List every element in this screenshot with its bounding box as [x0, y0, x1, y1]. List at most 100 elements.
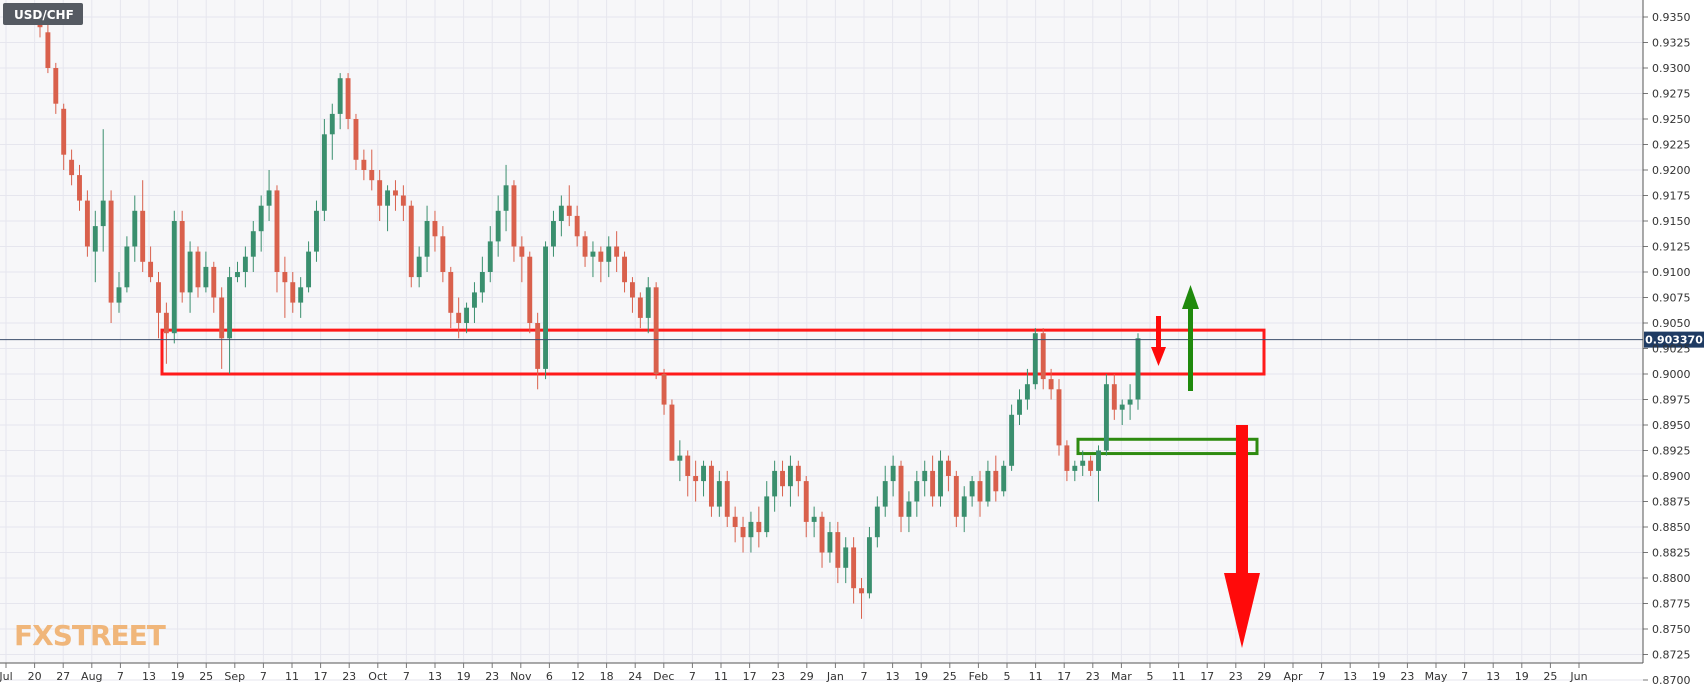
candle-up — [716, 481, 722, 507]
candle-up — [424, 221, 430, 257]
candle-down — [732, 516, 738, 527]
candle-up — [321, 134, 327, 211]
x-tick-label: 13 — [142, 670, 156, 683]
x-tick-label: 20 — [28, 670, 42, 683]
candle-down — [535, 323, 541, 369]
candle-up — [914, 481, 920, 502]
candle-up — [701, 465, 706, 482]
candle-down — [77, 175, 82, 201]
x-tick-label: 7 — [260, 670, 267, 683]
y-tick-label: 0.9025 — [1652, 343, 1691, 356]
x-tick-label: 7 — [861, 670, 868, 683]
candle-up — [543, 246, 549, 369]
candle-up — [811, 516, 817, 522]
y-tick-label: 0.8875 — [1652, 496, 1691, 509]
current-price-label: 0.903370 — [1645, 334, 1703, 347]
candle-layer — [37, 6, 1141, 619]
x-tick-label: 17 — [1057, 670, 1071, 683]
x-tick-label: May — [1425, 670, 1448, 683]
x-tick-label: 27 — [56, 670, 70, 683]
y-tick-label: 0.9175 — [1652, 190, 1691, 203]
candle-down — [377, 180, 383, 206]
candle-up — [787, 465, 793, 487]
candle-down — [219, 297, 225, 339]
candle-down — [148, 261, 154, 278]
x-tick-label: 7 — [689, 670, 696, 683]
x-tick-label: 25 — [1543, 670, 1557, 683]
candle-down — [724, 481, 730, 517]
candle-up — [645, 287, 651, 318]
y-tick-label: 0.8925 — [1652, 445, 1691, 458]
candle-up — [132, 210, 138, 247]
small-down-arrow-shaft — [1156, 316, 1161, 349]
symbol-badge-label: USD/CHF — [14, 8, 74, 22]
x-tick-label: Jun — [1569, 670, 1587, 683]
large-down-arrow-head — [1224, 573, 1260, 648]
candle-up — [764, 496, 770, 533]
candle-down — [693, 476, 699, 482]
symbol-badge[interactable]: USD/CHF — [3, 3, 83, 25]
candle-down — [756, 521, 762, 533]
candle-up — [922, 470, 928, 482]
candle-up — [495, 210, 501, 242]
x-tick-label: 7 — [1318, 670, 1325, 683]
x-tick-label: 19 — [1372, 670, 1386, 683]
candle-down — [629, 282, 635, 298]
y-axis: 0.9350 0.9325 0.9300 0.9275 0.9250 0.9225 0.92… — [1642, 0, 1691, 687]
candle-up — [385, 190, 391, 206]
candle-up — [1135, 338, 1141, 400]
y-tick-label: 0.8725 — [1652, 649, 1691, 662]
candle-down — [669, 404, 675, 461]
up-arrow-shaft — [1188, 307, 1193, 391]
candle-down — [851, 547, 857, 589]
candle-up — [772, 470, 778, 497]
candle-down — [819, 516, 825, 553]
x-tick-label: 11 — [1172, 670, 1186, 683]
y-tick-label: 0.9050 — [1652, 317, 1691, 330]
x-tick-label: 7 — [1461, 670, 1468, 683]
candle-down — [622, 256, 627, 283]
x-tick-label: 29 — [1257, 670, 1271, 683]
candle-up — [1096, 450, 1101, 471]
candle-down — [566, 205, 572, 216]
y-tick-label: 0.8950 — [1652, 419, 1691, 432]
candle-up — [503, 185, 509, 211]
candle-down — [740, 527, 746, 538]
x-tick-label: 19 — [914, 670, 928, 683]
candle-up — [1127, 399, 1133, 405]
candle-down — [440, 236, 446, 272]
candle-up — [890, 465, 896, 482]
y-tick-label: 0.9350 — [1652, 11, 1691, 24]
x-tick-label: 5 — [1147, 670, 1154, 683]
candle-down — [274, 190, 280, 272]
candle-up — [843, 547, 849, 568]
y-tick-label: 0.9225 — [1652, 139, 1691, 152]
x-tick-label: 18 — [600, 670, 614, 683]
candle-up — [298, 287, 304, 303]
candle-down — [1064, 445, 1070, 471]
up-arrow-head — [1182, 285, 1199, 309]
candle-up — [266, 190, 272, 206]
candle-up — [874, 506, 880, 538]
x-tick-label: 12 — [571, 670, 585, 683]
candle-up — [464, 307, 470, 323]
candle-up — [1001, 465, 1007, 492]
candle-up — [938, 460, 943, 497]
candle-up — [116, 287, 122, 303]
candle-up — [985, 470, 991, 502]
candle-up — [314, 210, 319, 252]
candle-down — [179, 221, 185, 293]
x-tick-label: Dec — [653, 670, 674, 683]
candle-down — [345, 78, 351, 119]
x-tick-label: 23 — [485, 670, 499, 683]
candle-up — [124, 246, 130, 288]
candle-up — [203, 266, 209, 288]
candle-up — [100, 200, 106, 227]
candle-up — [235, 272, 240, 278]
x-tick-label: 23 — [342, 670, 356, 683]
x-tick-label: 19 — [1515, 670, 1529, 683]
candle-down — [574, 215, 580, 237]
y-tick-label: 0.9125 — [1652, 241, 1691, 254]
candle-down — [1048, 379, 1054, 390]
